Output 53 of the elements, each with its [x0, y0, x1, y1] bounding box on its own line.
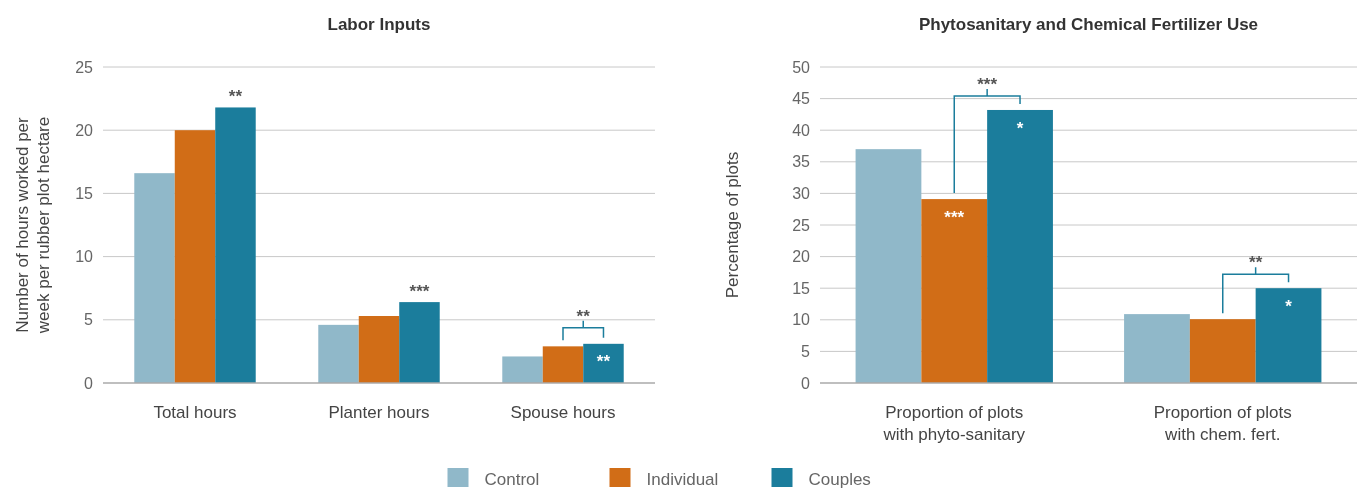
- y-axis-title: Number of hours worked per week per rubber plot hectare: [13, 116, 53, 335]
- y-tick-label: 35: [792, 153, 811, 171]
- x-tick-label: Proportion of plots with chem. fert.: [1153, 403, 1292, 444]
- y-tick-label: 20: [75, 121, 94, 139]
- bar: [174, 130, 216, 383]
- bar: [215, 107, 256, 383]
- bar: [855, 149, 922, 383]
- y-tick-label: 30: [792, 185, 811, 202]
- bar: [358, 316, 400, 383]
- bar: [1255, 288, 1322, 383]
- x-tick-label: Proportion of plots with phyto-sanitary: [882, 403, 1026, 444]
- x-tick-label: Planter hours: [328, 403, 430, 422]
- chart-title: Phytosanitary and Chemical Fertilizer Use: [918, 15, 1259, 34]
- annotation: ***: [409, 282, 430, 302]
- bar: [399, 302, 440, 383]
- annotation: *: [1016, 118, 1024, 138]
- bar: [583, 343, 624, 383]
- y-tick-label: 10: [75, 248, 94, 266]
- annotation: **: [596, 352, 611, 372]
- y-tick-label: 0: [84, 374, 94, 392]
- annotation: **: [228, 87, 243, 107]
- y-tick-label: 25: [75, 58, 94, 76]
- annotation: ***: [977, 74, 998, 94]
- y-tick-label: 10: [792, 311, 811, 329]
- annotation: **: [576, 306, 591, 326]
- y-tick-label: 0: [801, 374, 811, 392]
- bar: [542, 346, 584, 383]
- x-tick-label: Total hours: [153, 403, 237, 422]
- legend-label: Couples: [808, 470, 871, 489]
- y-tick-label: 25: [792, 216, 811, 234]
- bar: [1124, 314, 1190, 383]
- y-tick-label: 15: [75, 185, 94, 202]
- annotation: *: [1285, 296, 1293, 316]
- bar: [921, 199, 988, 383]
- bar: [1189, 319, 1256, 383]
- legend-label: Control: [484, 470, 540, 489]
- annotation: ***: [944, 207, 965, 227]
- y-tick-label: 5: [801, 343, 811, 360]
- bar: [318, 324, 359, 383]
- y-axis-title: Percentage of plots: [723, 151, 742, 299]
- y-tick-label: 50: [792, 58, 811, 76]
- bar: [987, 109, 1053, 383]
- annotation: **: [1249, 253, 1263, 273]
- y-tick-label: 5: [84, 311, 94, 329]
- y-tick-label: 40: [792, 121, 811, 139]
- bar: [134, 173, 175, 383]
- bar: [502, 356, 543, 383]
- y-tick-label: 45: [792, 90, 811, 108]
- y-tick-label: 20: [792, 248, 811, 266]
- legend-label: Individual: [646, 470, 719, 489]
- x-tick-label: Spouse hours: [510, 403, 616, 422]
- chart-title: Labor Inputs: [327, 15, 431, 34]
- y-tick-label: 15: [792, 279, 811, 297]
